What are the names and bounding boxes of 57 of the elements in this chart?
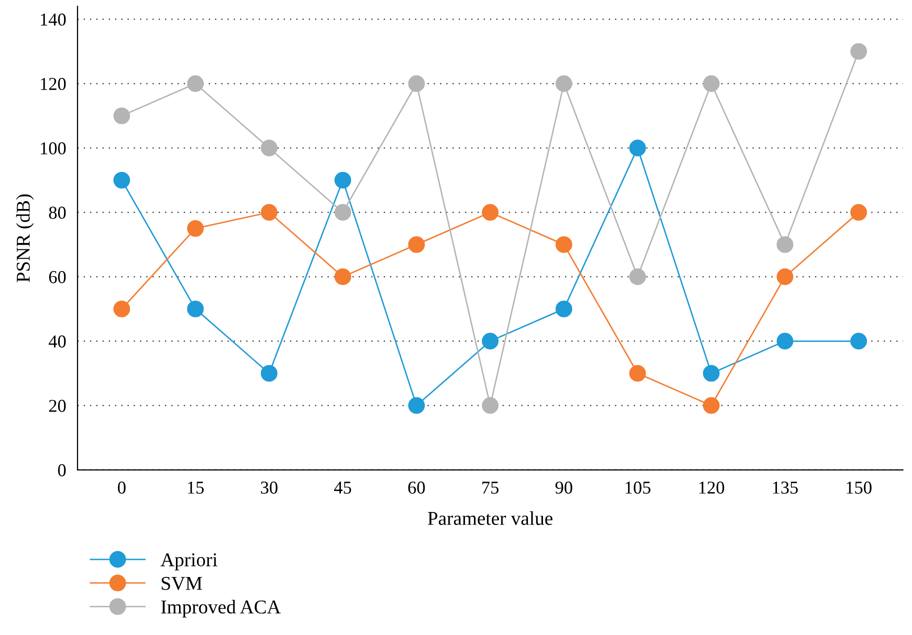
point [187, 220, 204, 237]
point [408, 75, 425, 92]
point [482, 332, 499, 350]
x-tick-label: 135 [773, 482, 798, 494]
point [776, 268, 794, 286]
point [776, 332, 794, 350]
point [408, 236, 425, 253]
point [408, 397, 425, 414]
y-axis-title: PSNR (dB) [16, 194, 34, 282]
y-tick-label: 140 [40, 13, 66, 26]
point [850, 332, 867, 350]
y-tick-label: 60 [49, 271, 66, 284]
point [482, 204, 499, 221]
y-tick-label: 120 [40, 78, 66, 90]
point [260, 204, 278, 221]
legend-label: Apriori [160, 553, 218, 570]
x-tick-label: 30 [260, 482, 278, 494]
x-tick-label: 120 [699, 482, 724, 494]
x-tick-label: 15 [188, 482, 204, 494]
x-tick-label: 150 [846, 482, 872, 494]
x-tick-label: 45 [334, 482, 352, 494]
point [629, 140, 646, 156]
point [702, 75, 720, 92]
point [260, 364, 278, 382]
x-tick-label: 60 [408, 482, 425, 494]
point [334, 172, 352, 189]
point [556, 300, 572, 318]
point [187, 75, 204, 92]
x-tick-label: 105 [626, 482, 650, 494]
point [776, 236, 794, 253]
legend-label: SVM [162, 576, 202, 590]
point [556, 75, 572, 92]
point [113, 107, 130, 124]
point [629, 364, 646, 382]
x-axis-title: Parameter value [428, 511, 552, 525]
point [702, 397, 720, 414]
point [482, 397, 499, 414]
legend-label: Improved ACA [161, 600, 281, 618]
point [187, 300, 204, 318]
x-tick-label: 75 [482, 482, 499, 494]
point [334, 268, 352, 286]
y-tick-label: 0 [58, 464, 66, 476]
x-tick-label: 0 [118, 482, 126, 494]
y-tick-label: 100 [40, 142, 66, 154]
point [556, 236, 572, 253]
y-tick-label: 20 [49, 400, 66, 412]
point [113, 172, 130, 189]
point [334, 204, 352, 221]
point [702, 364, 720, 382]
point [260, 140, 278, 156]
y-tick-label: 80 [49, 206, 66, 219]
point [629, 268, 646, 286]
y-tick-label: 40 [48, 335, 66, 348]
point [850, 204, 867, 221]
point [113, 300, 130, 318]
x-tick-label: 90 [555, 482, 572, 494]
point [850, 43, 867, 60]
